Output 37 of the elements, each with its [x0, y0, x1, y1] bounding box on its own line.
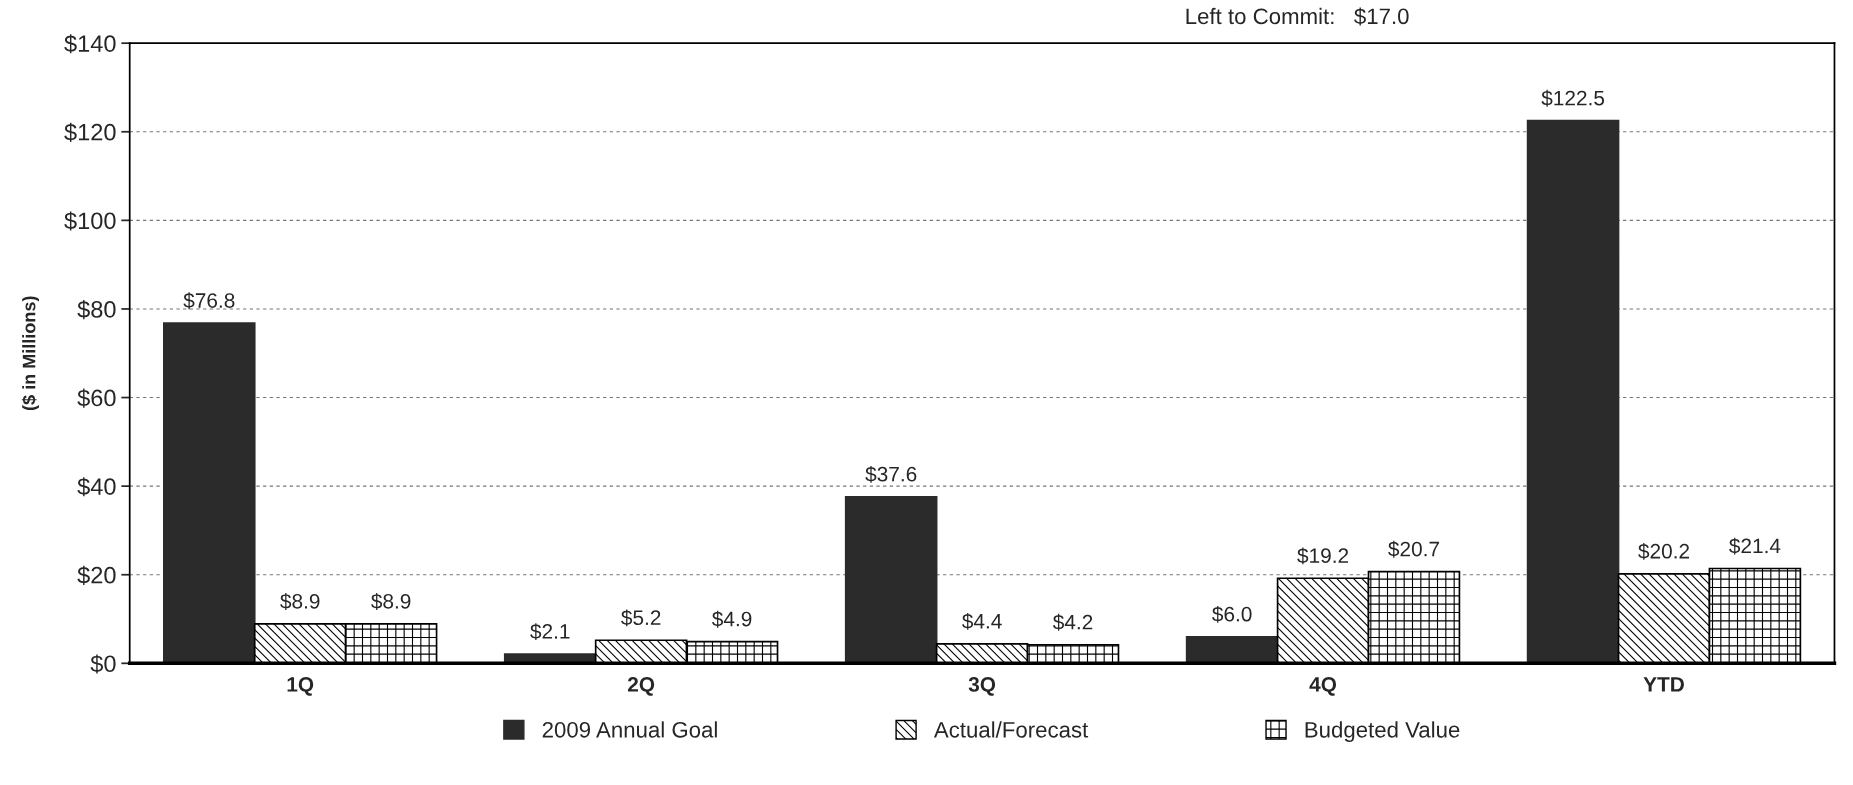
y-tick-label: $0: [90, 654, 116, 674]
data-label: $4.4: [962, 612, 1002, 630]
data-label: $4.9: [712, 610, 752, 628]
x-tick-label: 4Q: [1309, 677, 1337, 696]
data-label: $20.2: [1638, 542, 1690, 560]
legend-label: 2009 Annual Goal: [542, 721, 717, 738]
data-label: $8.9: [280, 593, 320, 610]
bar: [1526, 119, 1620, 664]
y-tick-label: $20: [77, 565, 116, 585]
x-tick-label: 3Q: [968, 677, 996, 696]
data-label: $4.2: [1052, 613, 1093, 631]
legend-label: Actual/Forecast: [933, 721, 1089, 738]
y-tick-label: $140: [64, 34, 116, 54]
bar: [1185, 635, 1279, 664]
data-label: $122.5: [1541, 89, 1605, 107]
text: Left to Commit: $17.0: [1186, 7, 1409, 26]
data-label: $19.2: [1297, 547, 1349, 565]
data-label: $5.2: [621, 609, 661, 627]
x-tick-label: 2Q: [627, 677, 655, 696]
data-label: $2.1: [530, 623, 570, 641]
data-label: $8.9: [371, 593, 411, 610]
y-tick-label: $60: [77, 388, 116, 408]
x-tick-label: YTD: [1643, 677, 1684, 692]
y-tick-label: $120: [64, 122, 116, 142]
data-label: $37.6: [865, 465, 917, 483]
bar: [844, 495, 938, 664]
x-tick-label: 1Q: [287, 677, 314, 696]
data-label: $20.7: [1388, 540, 1439, 558]
data-label: $21.4: [1729, 537, 1781, 555]
y-tick-label: $40: [77, 477, 116, 497]
y-tick-label: $80: [77, 300, 116, 320]
legend-label: Budgeted Value: [1305, 721, 1460, 743]
y-tick-label: $100: [64, 211, 116, 231]
data-label: $6.0: [1212, 605, 1252, 623]
y-axis-title: ($ in Millions): [21, 296, 39, 411]
data-label: $76.8: [183, 292, 235, 310]
bar: [162, 322, 256, 664]
